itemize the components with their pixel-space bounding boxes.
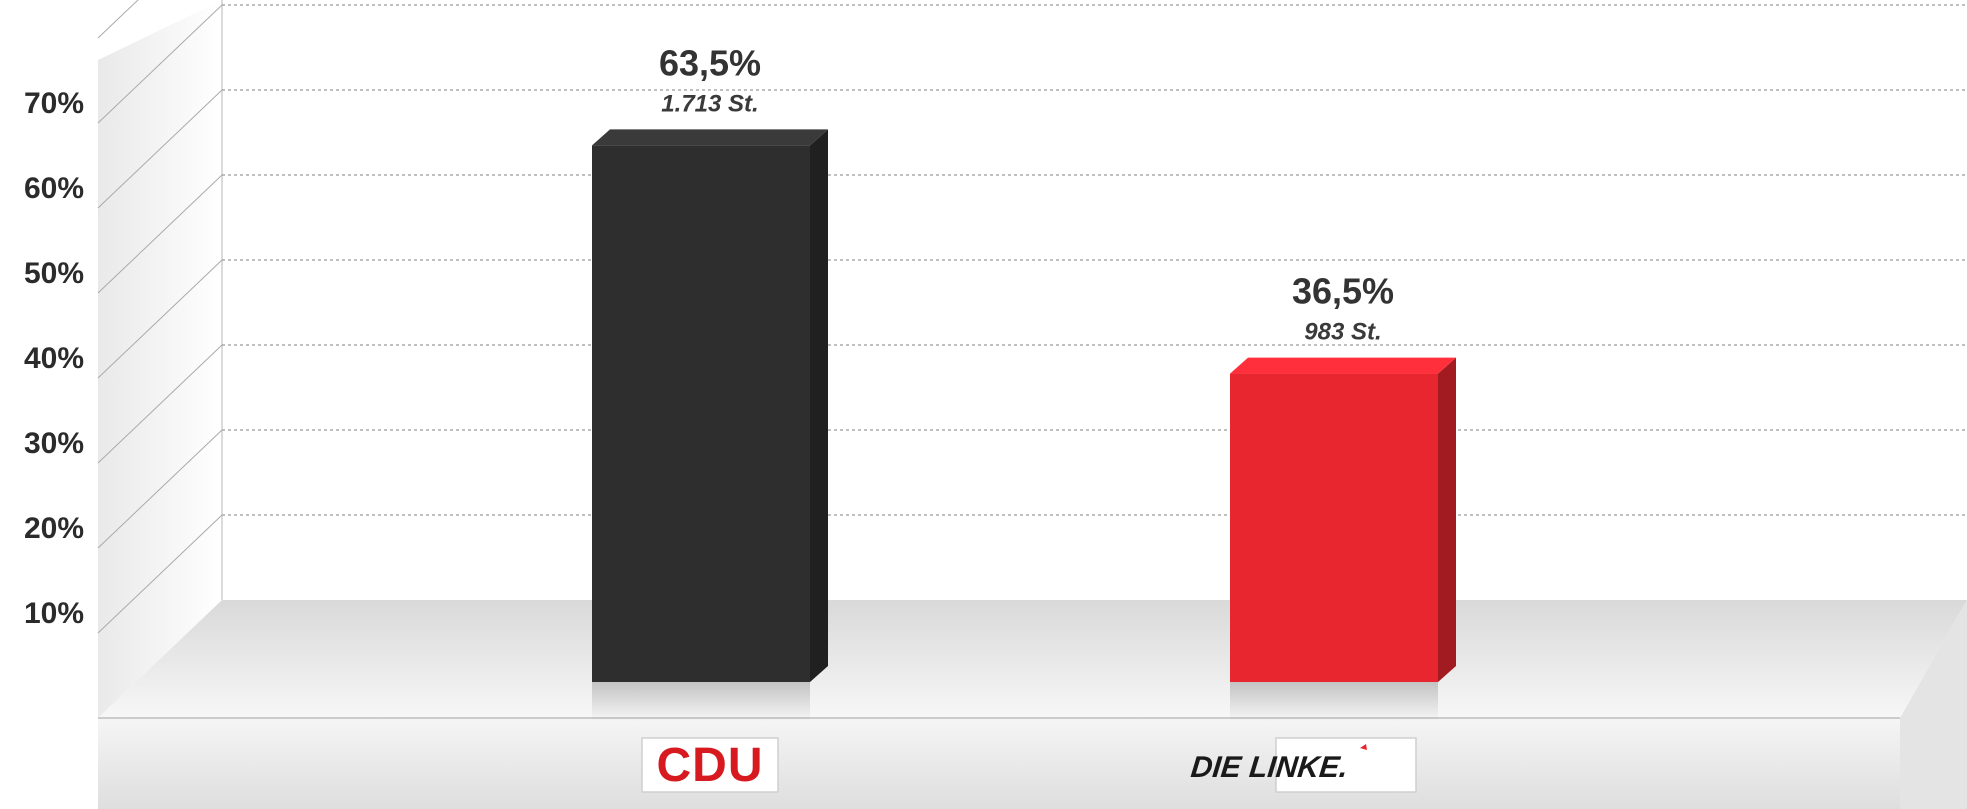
bar-value-label: 63,5% <box>659 42 761 83</box>
gridline-side <box>97 89 223 209</box>
bar-die-linke: 36,5% 983 St. <box>1230 271 1456 722</box>
y-tick-label: 20% <box>24 512 84 545</box>
gridline-side <box>97 174 223 294</box>
y-tick-label: 70% <box>24 87 84 120</box>
cdu-logo-text: CDU <box>657 739 764 792</box>
bar-cdu: 63,5% 1.713 St. <box>592 42 828 722</box>
bar-votes-label: 983 St. <box>1304 319 1381 346</box>
die-linke-logo: DIE LINKE. <box>1189 737 1417 793</box>
bar-front <box>592 145 810 683</box>
bars: 63,5% 1.713 St. 36,5% 983 St. <box>592 42 1456 722</box>
y-tick-label: 10% <box>24 597 84 630</box>
die-linke-logo-accent <box>1360 744 1367 750</box>
y-tick-label: 60% <box>24 172 84 205</box>
floor <box>98 600 1967 718</box>
floor-front-edge <box>98 718 1900 809</box>
y-tick-label: 30% <box>24 427 84 460</box>
gridline-side <box>97 0 139 39</box>
gridline-side <box>97 429 223 549</box>
bar-side <box>1438 357 1456 682</box>
cdu-logo-frame <box>641 737 779 793</box>
floor-right-side <box>1900 600 1967 809</box>
bar-reflection <box>592 682 810 722</box>
bar-votes-label: 1.713 St. <box>661 90 758 117</box>
gridline-side <box>97 259 223 379</box>
bar-top <box>592 129 828 146</box>
gridlines <box>97 0 1967 634</box>
y-axis-tick-labels: 10% 20% 30% 40% 50% 60% 70% <box>24 87 84 630</box>
category-logos: CDU DIE LINKE. <box>641 737 1417 793</box>
bar-reflection <box>1230 682 1438 722</box>
gridline-side <box>97 344 223 464</box>
bar-side <box>810 129 828 683</box>
y-tick-label: 50% <box>24 257 84 290</box>
bar-front <box>1230 373 1438 682</box>
bar-top <box>1230 357 1456 374</box>
die-linke-logo-frame <box>1275 737 1417 793</box>
bar-value-label: 36,5% <box>1292 271 1394 312</box>
cdu-logo: CDU <box>641 737 779 793</box>
y-tick-label: 40% <box>24 342 84 375</box>
side-wall <box>98 0 222 718</box>
gridline-side <box>97 4 223 124</box>
chart-background <box>98 0 1967 809</box>
die-linke-logo-text: DIE LINKE. <box>1189 751 1349 784</box>
gridline-side <box>97 514 223 634</box>
